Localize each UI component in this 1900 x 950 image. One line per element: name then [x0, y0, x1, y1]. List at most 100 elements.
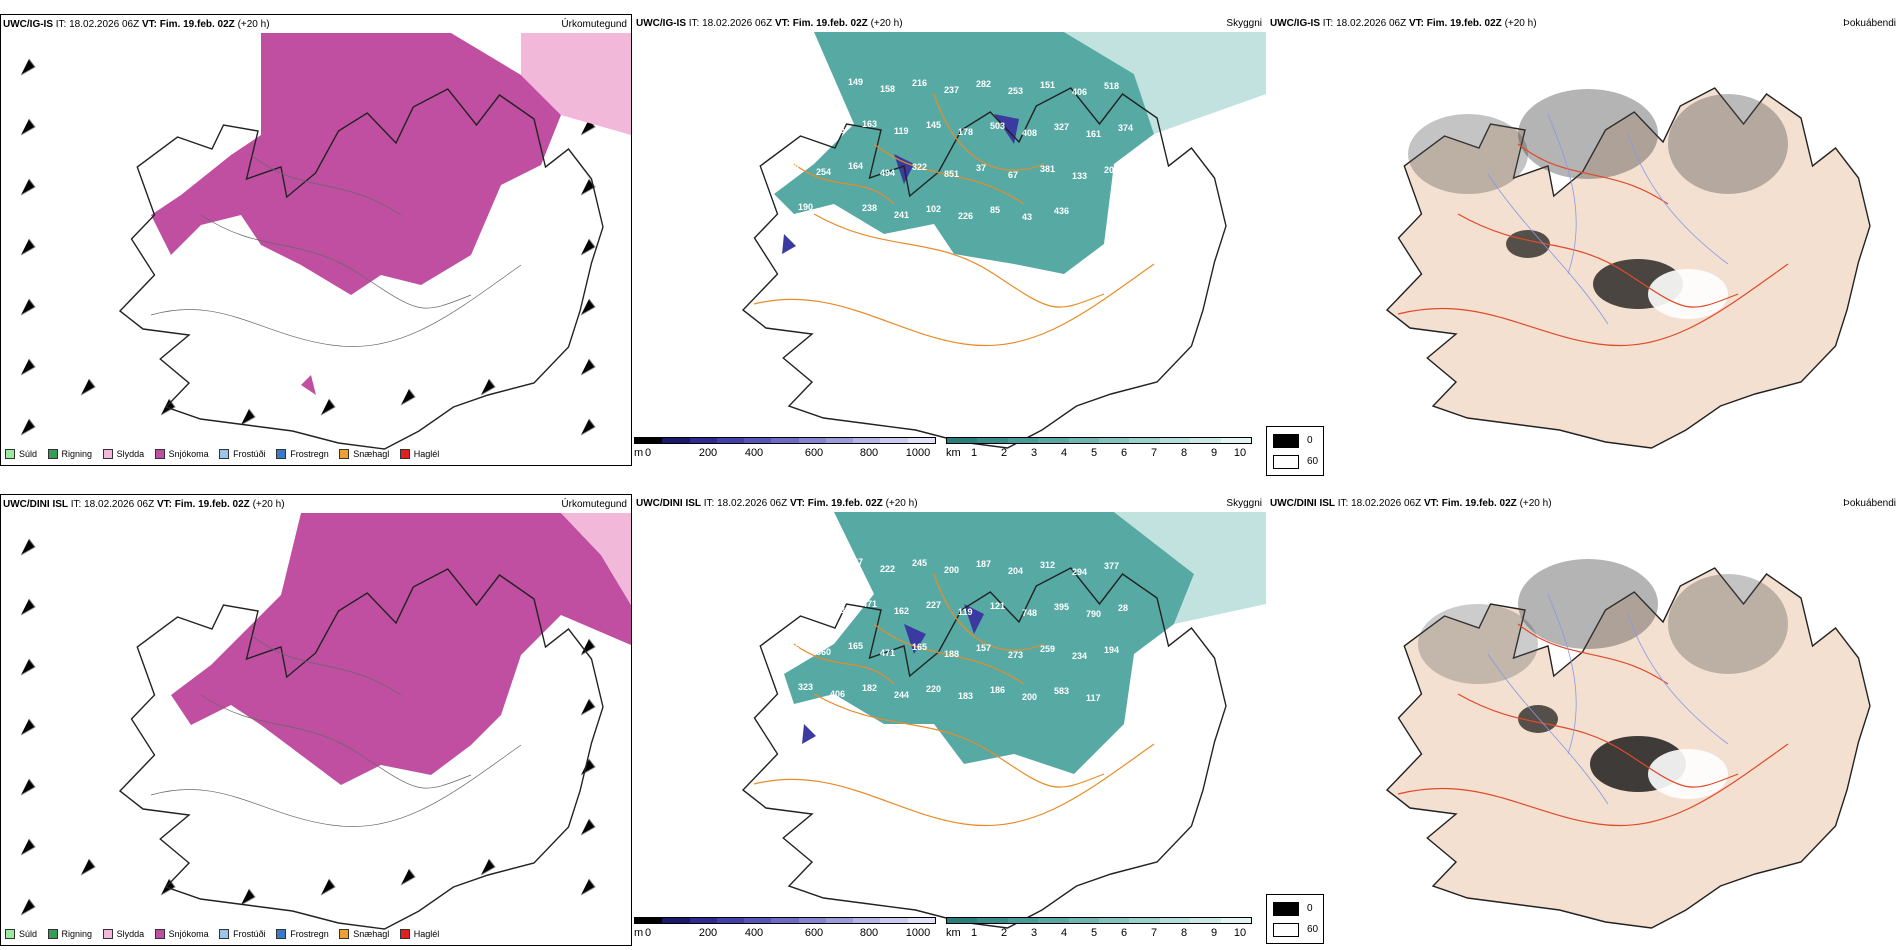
visibility-shading [774, 32, 1266, 274]
cloud-base-label: 408 [1022, 128, 1037, 138]
cloud-base-label: 163 [862, 119, 877, 129]
cloud-base-labels: 367 231 149 158 216 237 282 253 151 406 518 158 505 1… [784, 76, 1133, 222]
cloud-base-label: 232 [784, 640, 799, 650]
cloud-base-label: 216 [912, 78, 927, 88]
cloud-base-label: 162 [894, 606, 909, 616]
rivers [1487, 113, 1729, 325]
cloud-base-label: 494 [880, 168, 895, 178]
precip-variable-name-1: Úrkomutegund [561, 19, 627, 30]
cloud-base-label: 748 [1022, 608, 1037, 618]
fog-panel-title-2: UWC/DINI ISL IT: 18.02.2026 06Z VT: Fim.… [1270, 498, 1552, 509]
cloud-visibility-panel-1: 367 231 149 158 216 237 282 253 151 406 518 158 505 1… [634, 14, 1324, 476]
cloud-base-label: 583 [1054, 686, 1069, 696]
road-network [150, 154, 522, 347]
precip-variable-name-2: Úrkomutegund [561, 499, 627, 510]
cloud-base-label: 194 [1104, 645, 1119, 655]
precip-type-legend-2: Súld Rigning Slydda Snjókoma Frostúði Fr… [5, 929, 447, 939]
cloud-base-label: 157 [976, 643, 991, 653]
cloud-base-label: 282 [976, 79, 991, 89]
cloud-base-label: 406 [830, 689, 845, 699]
cloud-base-label: 367 [784, 76, 799, 86]
cloud-base-label: 161 [1086, 129, 1101, 139]
cloud-base-label: 85 [990, 205, 1000, 215]
cloud-base-label: 190 [798, 202, 813, 212]
road-network [753, 93, 1155, 347]
precip-type-legend-1: Súld Rigning Slydda Snjókoma Frostúði Fr… [5, 449, 447, 459]
visibility-colorbar-2: km 1 2 3 4 5 6 7 8 9 10 [946, 917, 1252, 945]
cloud-base-label: 505 [830, 125, 845, 135]
legend-item-rigning: Rigning [47, 449, 92, 459]
cloud-base-label: 37 [976, 163, 986, 173]
visibility-colorbar-1: km 1 2 3 4 5 6 7 8 9 10 [946, 437, 1252, 465]
cloud-base-label: 503 [990, 121, 1005, 131]
cloud-base-label: 133 [1072, 171, 1087, 181]
road-network [1397, 143, 1789, 347]
cloud-base-label: 226 [958, 211, 973, 221]
cloud-base-label: 158 [880, 84, 895, 94]
legend-item-haglel: Haglél [399, 449, 439, 459]
fog-variable-name-1: Þokuábendi [1843, 18, 1896, 29]
legend-item-sudd: Súld [5, 929, 37, 939]
cloud-base-label: 165 [912, 642, 927, 652]
cloud-variable-name-1: Skyggni [1226, 18, 1262, 29]
legend-item-rigning: Rigning [47, 929, 92, 939]
cloud-base-label: 381 [1040, 164, 1055, 174]
cloud-base-label: 178 [958, 127, 973, 137]
snowfall-area [171, 513, 631, 785]
visibility-shading [784, 512, 1266, 774]
cloud-base-label: 395 [1054, 602, 1069, 612]
legend-item-snaehagl: Snæhagl [339, 929, 389, 939]
precip-type-map-2 [20, 513, 631, 930]
cloud-base-label: 220 [926, 684, 941, 694]
legend-item-snjokoma: Snjókoma [154, 929, 209, 939]
cloud-base-label: 237 [944, 85, 959, 95]
cloud-base-label: 711 [784, 556, 799, 566]
precip-type-panel-1: UWC/IG-IS IT: 18.02.2026 06Z VT: Fim. 19… [0, 14, 632, 466]
cloud-base-label: 209 [1104, 165, 1119, 175]
road-network [753, 573, 1155, 827]
fog-index-map-1 [1386, 87, 1871, 449]
cloud-base-label: 851 [944, 169, 959, 179]
legend-item-sudd: Súld [5, 449, 37, 459]
cloud-base-label: 214 [816, 563, 831, 573]
cloud-base-label: 374 [1118, 123, 1133, 133]
cloud-base-label: 471 [880, 648, 895, 658]
cloud-panel-title-1: UWC/IG-IS IT: 18.02.2026 06Z VT: Fim. 19… [636, 18, 903, 29]
fog-index-panel-1: UWC/IG-IS IT: 18.02.2026 06Z VT: Fim. 19… [1268, 14, 1900, 466]
cloud-variable-name-2: Skyggni [1226, 498, 1262, 509]
precip-panel-title-2: UWC/DINI ISL IT: 18.02.2026 06Z VT: Fim.… [3, 499, 285, 510]
cloud-base-label: 158 [798, 118, 813, 128]
cloud-base-label: 327 [1054, 122, 1069, 132]
cloud-base-label: 273 [1008, 650, 1023, 660]
legend-item-snjokoma: Snjókoma [154, 449, 209, 459]
cloud-base-label: 187 [976, 559, 991, 569]
cloud-base-label: 185 [830, 209, 845, 219]
legend-item-slydda: Slydda [102, 449, 144, 459]
cloud-base-label: 222 [880, 564, 895, 574]
fog-shading [1418, 559, 1788, 799]
cloud-base-label: 182 [862, 683, 877, 693]
wind-barbs [20, 538, 596, 916]
cloud-base-label: 165 [848, 641, 863, 651]
fog-panel-title-1: UWC/IG-IS IT: 18.02.2026 06Z VT: Fim. 19… [1270, 18, 1537, 29]
cloud-visibility-map-1: 367 231 149 158 216 237 282 253 151 406 518 158 505 1… [742, 32, 1266, 449]
cloud-base-label: 387 [848, 557, 863, 567]
cloud-base-label: 360 [816, 647, 831, 657]
legend-item-haglel: Haglél [399, 929, 439, 939]
cloud-base-label: 436 [1054, 206, 1069, 216]
precip-panel-title-1: UWC/IG-IS IT: 18.02.2026 06Z VT: Fim. 19… [3, 19, 270, 30]
legend-item-frostregn: Frostregn [276, 449, 329, 459]
cloud-base-label: 377 [1104, 561, 1119, 571]
legend-item-frostregn: Frostregn [276, 929, 329, 939]
cloud-base-label: 204 [1008, 566, 1023, 576]
cloud-base-label: 183 [958, 691, 973, 701]
cloud-base-label: 759 [798, 598, 813, 608]
cloud-base-label: 322 [912, 162, 927, 172]
cloud-base-label: 151 [1040, 80, 1055, 90]
cloud-base-label: 121 [990, 601, 1005, 611]
rivers [1487, 593, 1729, 805]
fog-index-legend-2: 0 60 [1266, 894, 1324, 944]
legend-item-slydda: Slydda [102, 929, 144, 939]
cloud-base-label: 119 [894, 126, 909, 136]
cloud-base-label: 200 [944, 565, 959, 575]
